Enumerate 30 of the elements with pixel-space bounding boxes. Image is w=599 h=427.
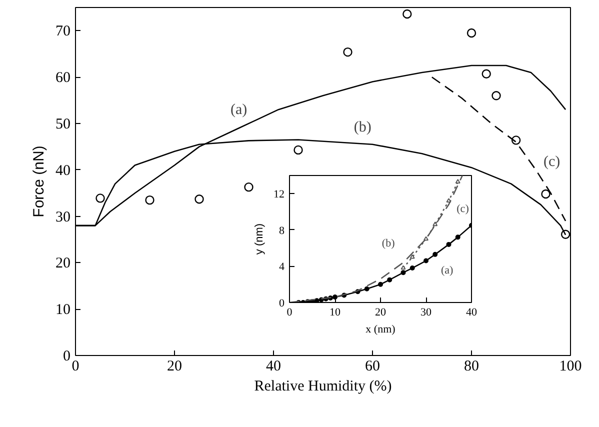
annotation: (c) (544, 154, 560, 170)
annotation: (a) (440, 264, 454, 276)
annotation: (c) (456, 202, 470, 215)
x-tick-label: 40 (466, 306, 478, 318)
y-tick-label: 20 (56, 256, 70, 272)
y-tick-label: 0 (63, 348, 70, 364)
annotation: (a) (230, 102, 248, 118)
y-tick-label: 8 (279, 224, 285, 237)
x-axis-title: x (nm) (366, 324, 396, 336)
y-tick-label: 40 (56, 162, 70, 179)
annotation: (b) (354, 119, 372, 136)
x-tick-label: 0 (286, 306, 293, 318)
y-tick-label: 12 (274, 188, 284, 201)
y-axis-title: Force (nN) (30, 146, 48, 218)
x-axis-title: Relative Humidity (%) (254, 378, 392, 394)
x-tick-label: 80 (464, 358, 479, 374)
x-tick-label: 10 (330, 306, 341, 318)
y-tick-label: 0 (279, 298, 285, 310)
x-tick-label: 20 (375, 306, 386, 318)
y-tick-label: 60 (56, 70, 70, 86)
x-tick-label: 100 (559, 358, 582, 374)
y-tick-label: 70 (56, 24, 70, 40)
y-axis-title: y (nm) (254, 223, 266, 255)
annotation: (b) (382, 238, 396, 250)
y-tick-label: 4 (279, 261, 285, 274)
x-tick-label: 30 (420, 306, 432, 318)
x-tick-label: 60 (365, 358, 380, 374)
y-tick-label: 30 (56, 209, 70, 226)
x-tick-label: 20 (167, 358, 182, 374)
y-tick-label: 50 (56, 116, 70, 132)
